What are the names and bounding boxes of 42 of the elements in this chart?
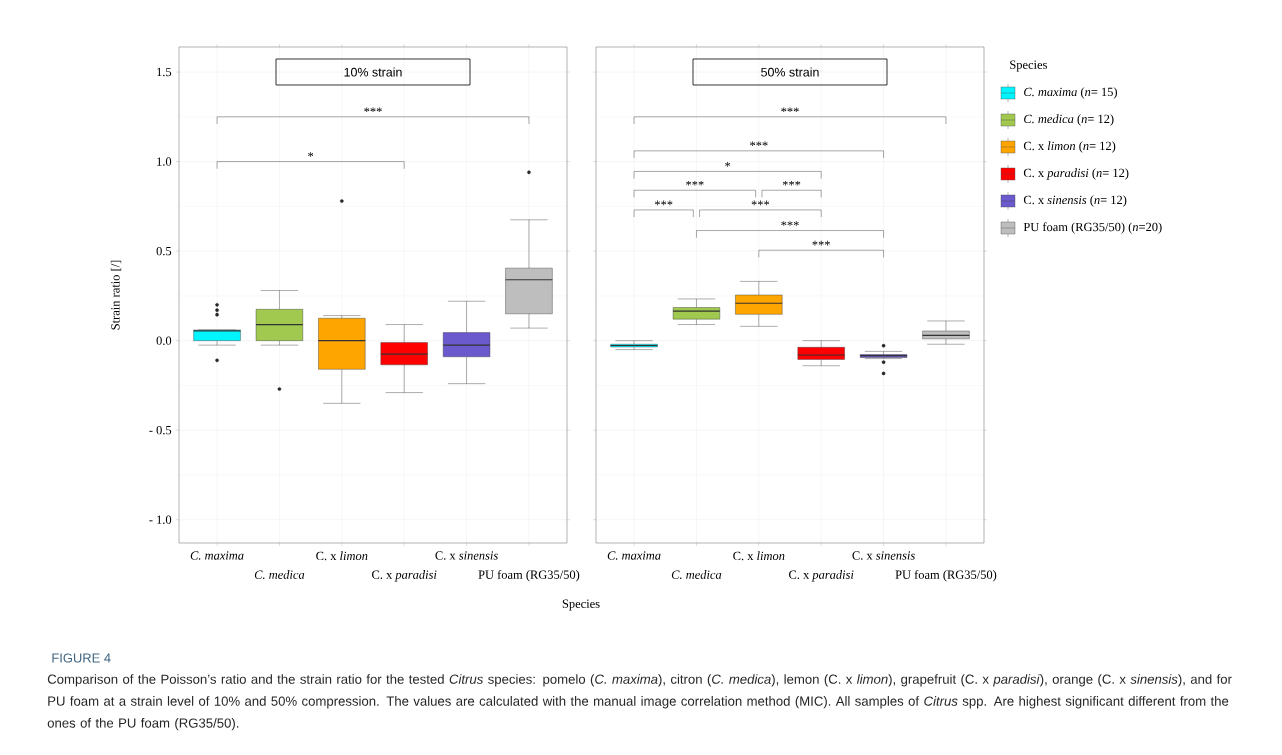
y-tick-label: 0.5 <box>156 246 172 256</box>
legend-label: C. x sinensis (n= 12) <box>1023 195 1127 207</box>
y-tick-label: 1.0 <box>157 157 172 166</box>
x-axis-title: Species <box>562 599 600 611</box>
x-tick-label: PU foam (RG35/50) <box>895 569 997 582</box>
text: 50% strain <box>761 67 819 77</box>
annotation: *** <box>750 141 768 147</box>
x-tick-label: C. x paradisi <box>789 570 854 582</box>
annotation: *** <box>364 107 382 113</box>
legend-label: PU foam (RG35/50) (n=20) <box>1023 222 1162 234</box>
x-tick-label: C. x sinensis <box>435 551 498 560</box>
y-tick-label: 0.0 <box>156 336 172 345</box>
x-tick-label: C. x sinensis <box>852 551 915 560</box>
x-tick-label: C. x limon <box>733 551 785 561</box>
x-tick-label: C. maxima <box>607 551 661 560</box>
y-tick-label: - 0.5 <box>149 425 172 435</box>
x-tick-label: C. medica <box>671 570 722 579</box>
text: Comparison of the Poisson’s ratio and the strain ratio for the tested Citrus species: pomelo (C. maxima), citron (C. medica), lemon (C. x limon), grapefruit (C. x paradisi), orange (C. x sinensis), and for PU foam at a strain level of 10% and 50% compression. The values are calculated with the manual image correlation method (MIC). All samples of Citrus spp. Are highest significant different from the ones of the PU foam (RG35/50). <box>47 674 1232 731</box>
legend-title: Species <box>1010 60 1047 72</box>
annotation: *** <box>654 200 673 206</box>
annotation: *** <box>781 221 799 226</box>
text: 10% strain <box>344 67 402 77</box>
annotation: *** <box>782 180 801 186</box>
y-axis-title: Strain ratio [/] <box>110 260 122 330</box>
y-tick-label: 1.5 <box>157 67 172 77</box>
x-tick-label: PU foam (RG35/50) <box>478 569 580 582</box>
legend-label: C. x paradisi (n= 12) <box>1023 168 1129 180</box>
x-tick-label: C. medica <box>254 570 305 579</box>
legend-label: C. maxima (n= 15) <box>1024 87 1117 99</box>
annotation: *** <box>812 240 830 246</box>
x-tick-label: C. maxima <box>190 551 244 560</box>
annotation: *** <box>751 200 770 206</box>
annotation: * <box>308 152 314 157</box>
x-tick-label: C. x paradisi <box>372 570 437 582</box>
annotation: * <box>725 162 731 167</box>
annotation: *** <box>686 180 704 186</box>
y-tick-label: - 1.0 <box>149 515 172 524</box>
x-tick-label: C. x limon <box>316 551 368 561</box>
legend-label: C. x limon (n= 12) <box>1023 141 1116 153</box>
annotation: *** <box>781 107 799 113</box>
caption: FIGURE 4 <box>52 653 111 663</box>
legend-label: C. medica (n= 12) <box>1024 114 1114 126</box>
